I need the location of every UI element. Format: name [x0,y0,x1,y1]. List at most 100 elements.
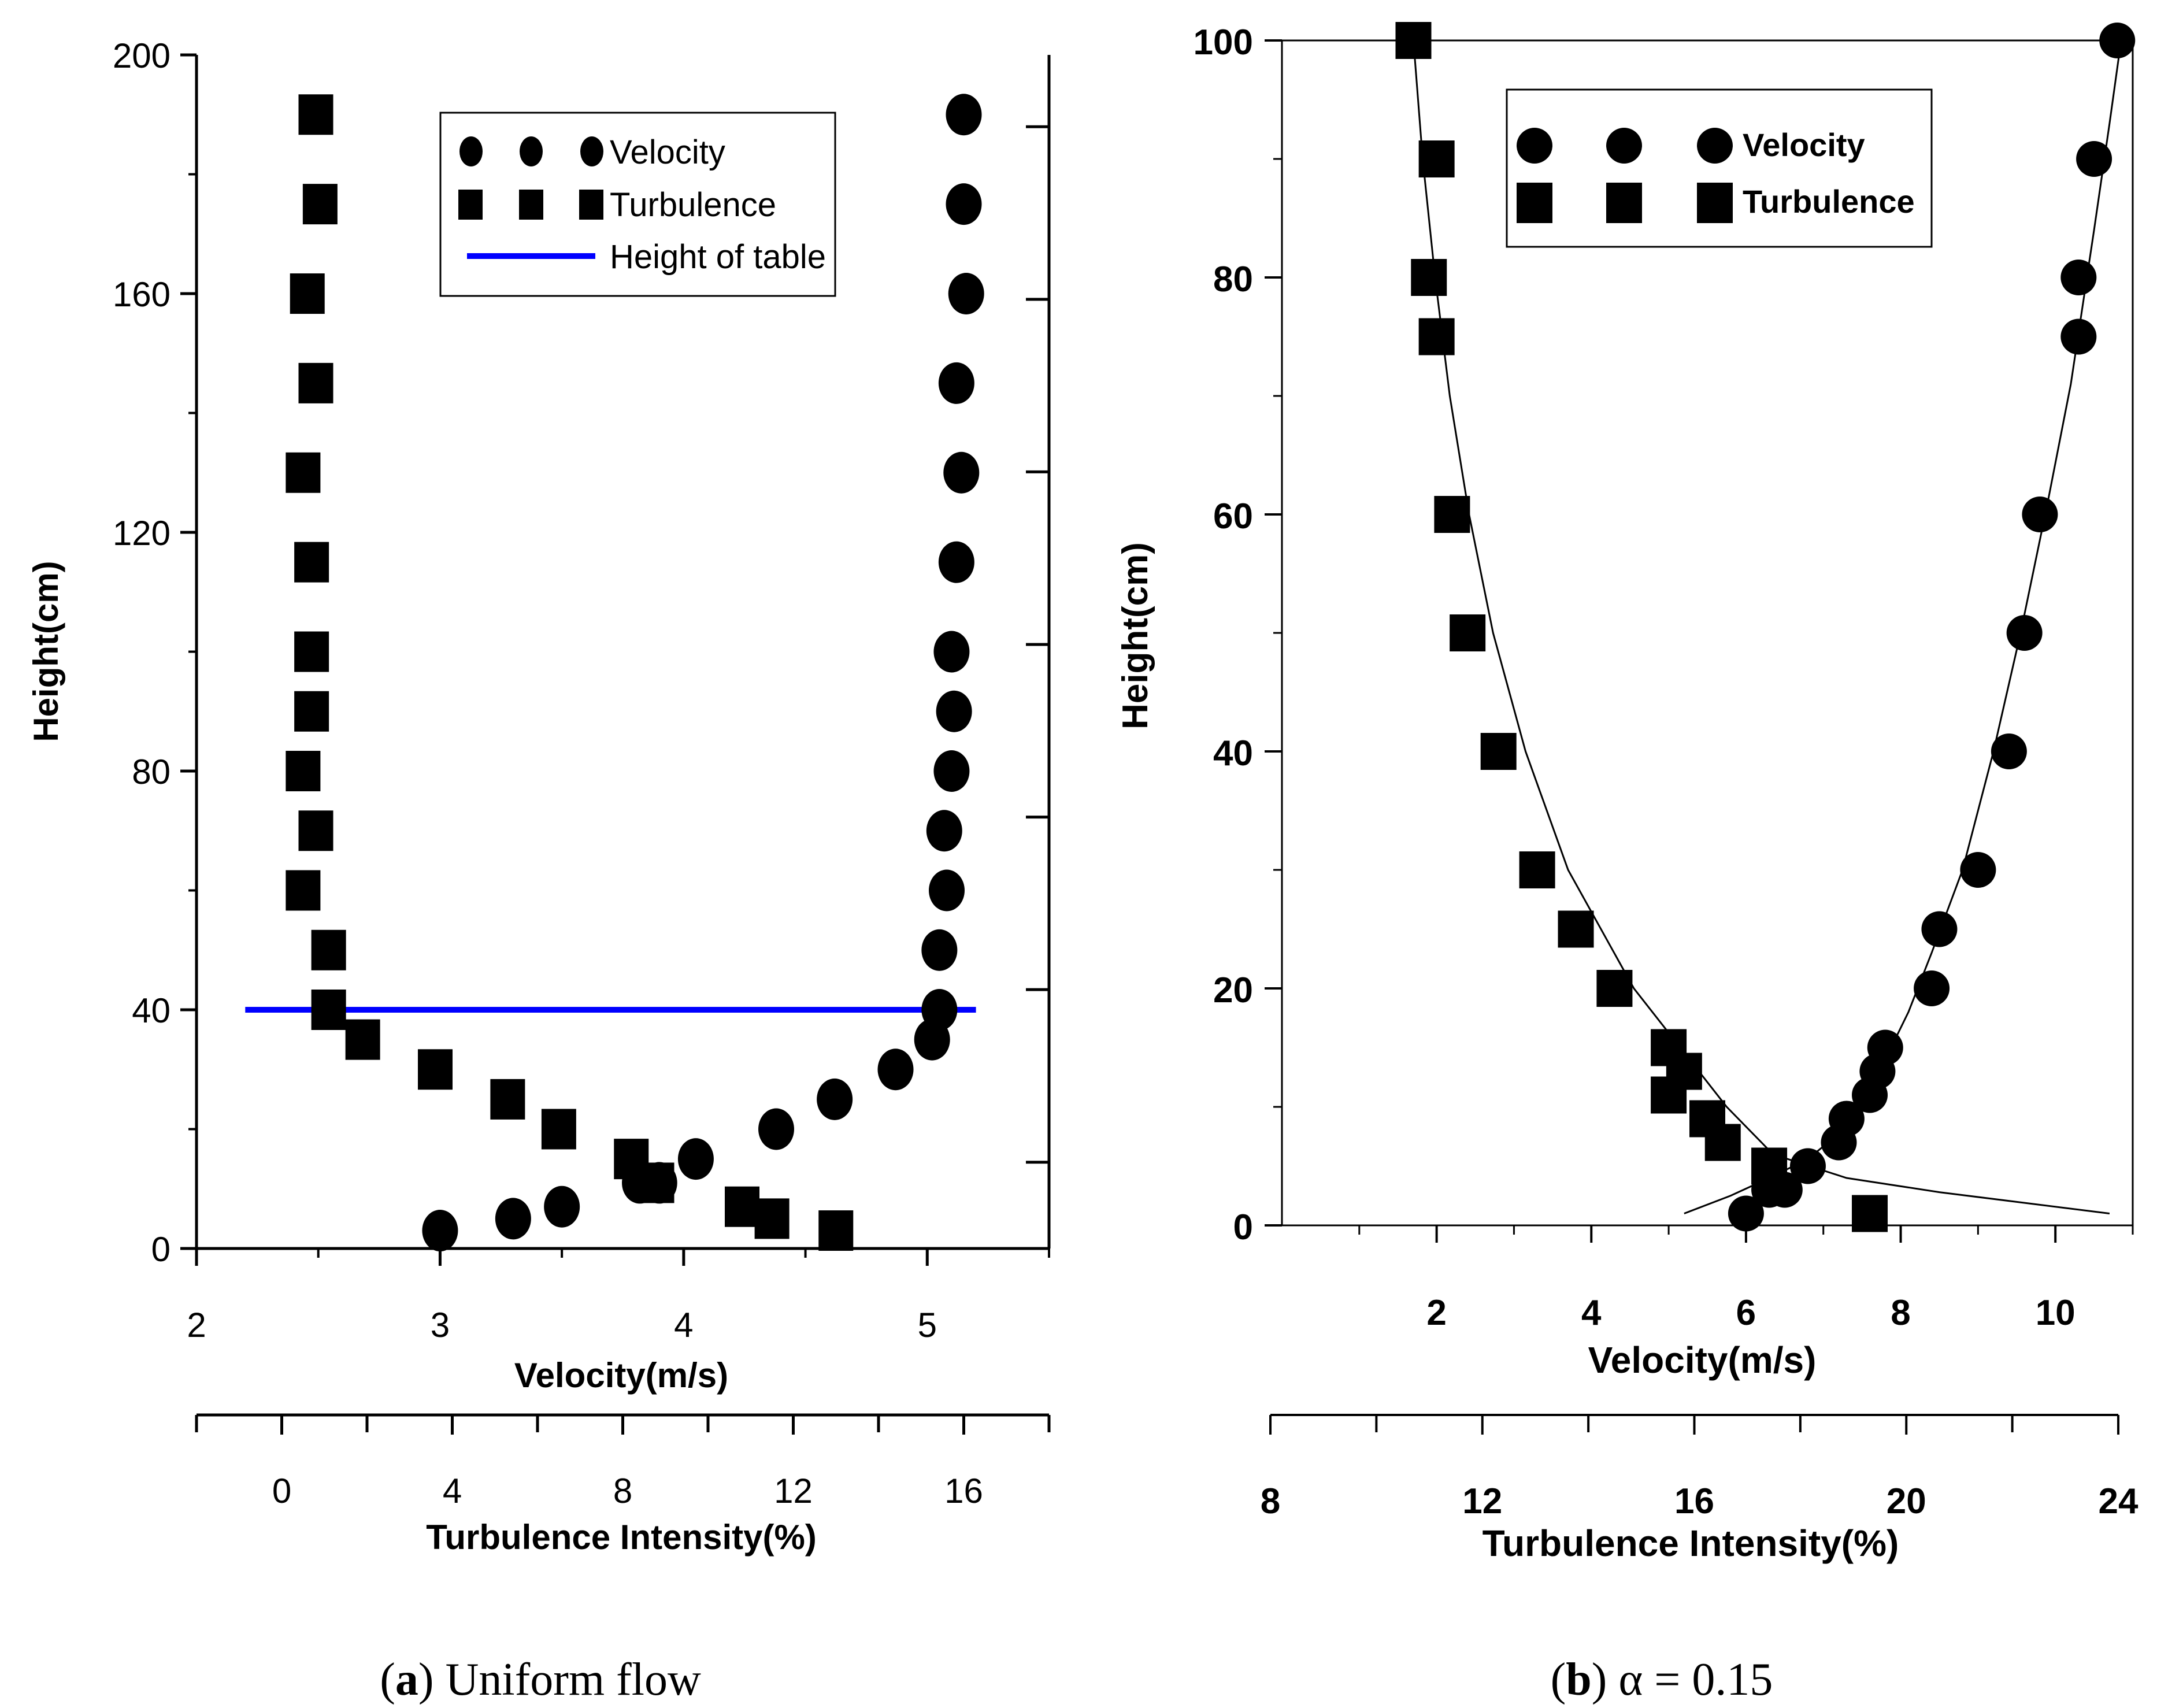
legend-velocity-marker [520,136,543,166]
x2-tick-label: 8 [1261,1481,1280,1521]
turbulence-marker [294,631,329,672]
turbulence-marker [1395,22,1432,59]
legend-box [1506,88,1933,248]
velocity-marker [2006,615,2043,651]
legend-turbulence-marker [1697,183,1733,223]
data-marks [1395,22,2136,1232]
y-tick-label: 40 [132,991,171,1030]
x-axis-title: Velocity(m/s) [1588,1339,1817,1381]
velocity-marker [933,631,970,673]
turbulence-marker [290,273,325,314]
velocity-marker [943,451,980,494]
x2-axis-title: Turbulence Intensity(%) [1483,1522,1899,1564]
x-ticks: 2 3 4 5 [187,1248,1050,1344]
turbulence-marker [541,1109,576,1150]
turbulence-marker [1418,140,1455,177]
legend-turbulence-marker [1517,183,1552,223]
velocity-marker [2022,497,2058,532]
y-axis-title: Height(cm) [1115,542,1155,729]
velocity-marker [2099,23,2136,58]
velocity-marker [921,989,958,1031]
y-axis-title: Height(cm) [27,561,65,742]
velocity-marker [1960,852,1996,888]
velocity-marker [948,273,984,314]
legend-velocity-marker [1517,128,1552,164]
velocity-marker [1728,1195,1764,1232]
velocity-marker [877,1048,914,1091]
turbulence-marker [1596,970,1633,1007]
velocity-marker [946,183,982,225]
velocity-marker [929,869,965,912]
turbulence-marker [1434,496,1470,533]
turbulence-marker [298,94,333,135]
x-tick-label: 3 [431,1306,450,1344]
legend-turbulence-marker [458,190,483,220]
legend-velocity-label: Velocity [610,134,725,171]
x2-tick-label: 24 [2099,1481,2139,1521]
velocity-marker [544,1185,580,1228]
turbulence-marker [1689,1100,1725,1138]
velocity-marker [1766,1172,1803,1208]
velocity-marker [2060,260,2097,295]
data-marks [245,94,984,1252]
velocity-marker [1921,911,1958,947]
legend-turbulence-label: Turbulence [610,186,776,224]
turbulence-marker [490,1079,525,1120]
y-tick-label: 60 [1213,497,1253,536]
x-tick-label: 4 [1581,1293,1602,1333]
turbulence-marker [1411,259,1447,296]
velocity-marker [641,1162,677,1204]
legend-velocity-label: Velocity [1743,127,1865,163]
x-tick-label: 4 [674,1306,693,1344]
velocity-marker [946,94,982,136]
turbulence-marker [1450,614,1486,651]
y-tick-label: 80 [132,753,171,791]
velocity-marker [938,362,974,404]
legend-velocity-marker [1697,128,1733,164]
turbulence-marker [418,1049,453,1090]
turbulence-marker [345,1019,380,1060]
legend-velocity-marker [580,136,603,166]
legend-velocity-marker [1606,128,1642,164]
velocity-marker [936,690,972,732]
x2-tick-label: 20 [1887,1481,1926,1521]
turbulence-marker [302,184,338,225]
turbulence-marker [754,1198,790,1239]
velocity-marker [921,929,958,971]
velocity-marker [1828,1101,1865,1137]
y-tick-label: 80 [1213,260,1253,299]
turbulence-marker [286,870,321,911]
x2-tick-label: 0 [272,1472,291,1510]
turbulence-marker [311,990,346,1030]
x-tick-label: 10 [2036,1293,2076,1333]
turbulence-marker [286,452,321,493]
velocity-marker [1914,970,1950,1006]
turbulence-marker [1852,1195,1888,1232]
turbulence-marker [311,929,346,970]
x2-ticks: 0 4 8 12 16 [195,1415,1051,1510]
turbulence-marker [294,691,329,732]
velocity-marker [926,810,962,852]
x-axis-title: Velocity(m/s) [514,1356,728,1395]
x-ticks: 2 4 6 8 10 [1358,1225,2134,1333]
x2-tick-label: 16 [944,1472,983,1510]
y-ticks: 0 40 80 120 160 200 [113,36,1049,1269]
chart-panel-a: 0 40 80 120 160 200 2 3 4 5 0 4 8 12 16 Velocity(m/s… [27,36,1051,1557]
legend-turbulence-marker [579,190,603,220]
legend-box [439,112,836,297]
x2-ticks: 8 12 16 20 24 [1261,1415,2139,1521]
legend-turbulence-marker [519,190,543,220]
legend: Velocity Turbulence [1506,88,1933,248]
turbulence-marker [1480,733,1517,770]
turbulence-marker [1558,910,1594,948]
velocity-marker [933,750,970,792]
x2-tick-label: 16 [1674,1481,1714,1521]
legend-turbulence-marker [1606,183,1642,223]
y-tick-label: 40 [1213,733,1253,773]
x2-tick-label: 4 [443,1472,462,1510]
y-tick-label: 200 [113,36,171,75]
velocity-marker [1867,1029,1903,1066]
caption-b: (b) α = 0.15 [1551,1654,1773,1705]
turbulence-marker [298,810,333,851]
